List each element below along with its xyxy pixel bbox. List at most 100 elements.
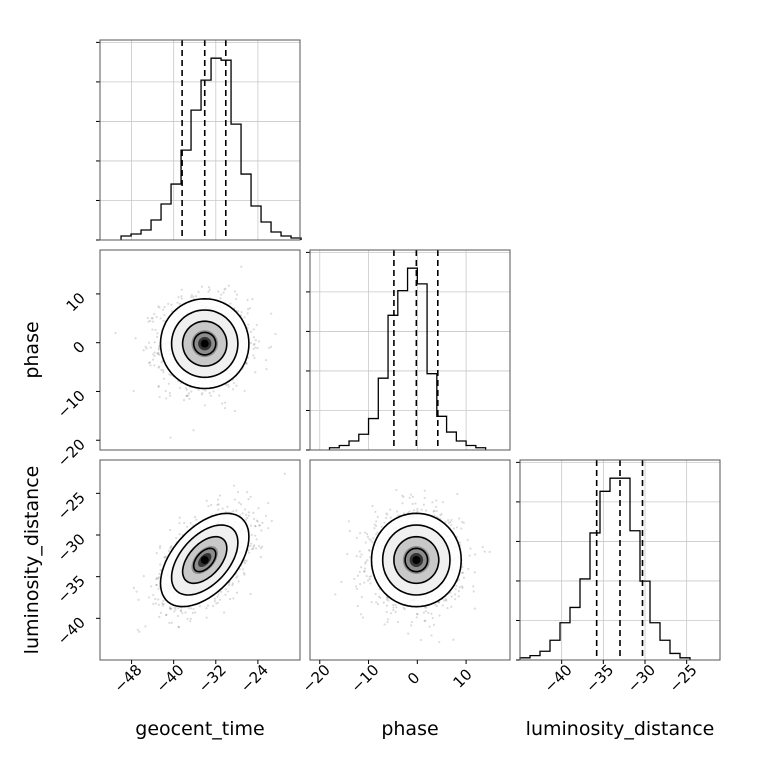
sample-point [148, 362, 151, 365]
sample-point [229, 302, 232, 305]
sample-point [246, 491, 249, 494]
sample-point [274, 332, 277, 336]
sample-point [184, 387, 188, 390]
contour-line [170, 524, 239, 596]
density-peak [200, 556, 209, 564]
contour-line [381, 524, 451, 596]
sample-point [453, 593, 457, 596]
y-tick-label: 10 [63, 289, 89, 315]
contour-line [393, 535, 440, 585]
sample-point [162, 319, 165, 322]
sample-point [222, 291, 225, 294]
sample-point [227, 383, 230, 386]
sample-point [386, 597, 389, 600]
sample-point [365, 574, 368, 578]
sample-point [268, 346, 271, 350]
sample-point [245, 559, 248, 562]
x-axis-label: luminosity_distance [526, 718, 715, 740]
sample-point [226, 505, 229, 508]
sample-point [462, 576, 465, 579]
sample-point [431, 501, 434, 504]
sample-point [457, 589, 461, 593]
sample-point [145, 347, 148, 350]
sample-point [431, 616, 434, 620]
sample-point [155, 315, 158, 319]
sample-point [158, 572, 161, 575]
sample-point [283, 472, 286, 475]
sample-point [366, 535, 370, 538]
y-tick-label: −40 [54, 613, 89, 648]
sample-point [372, 537, 375, 540]
sample-point [386, 513, 389, 516]
sample-point [450, 605, 453, 608]
sample-point [433, 514, 436, 517]
sample-point [198, 605, 202, 608]
panel-content [132, 472, 286, 633]
sample-point [353, 577, 356, 581]
sample-point [358, 550, 361, 553]
sample-point [259, 547, 262, 550]
sample-point [443, 599, 446, 602]
sample-point [355, 585, 358, 588]
sample-point [415, 616, 418, 619]
sample-point [153, 354, 156, 358]
sample-point [258, 524, 261, 527]
sample-point [369, 556, 372, 559]
sample-point [161, 308, 165, 311]
sample-point [146, 317, 149, 320]
histogram-step [120, 57, 302, 240]
sample-point [227, 583, 231, 586]
sample-point [176, 301, 179, 304]
sample-point [427, 611, 430, 614]
sample-point [374, 592, 377, 596]
sample-point [359, 583, 362, 586]
sample-point [204, 389, 207, 392]
sample-point [170, 621, 173, 624]
sample-point [244, 508, 247, 511]
sample-point [444, 520, 447, 523]
panel-frame [99, 39, 301, 241]
sample-point [452, 527, 455, 530]
sample-point [138, 630, 141, 633]
sample-point [397, 514, 400, 517]
sample-point [220, 293, 223, 296]
sample-point [174, 608, 177, 611]
density-peak [412, 556, 421, 564]
sample-point [472, 585, 475, 588]
sample-point [250, 533, 253, 537]
sample-point [185, 525, 189, 528]
sample-point [227, 385, 230, 388]
sample-point [455, 526, 458, 529]
sample-point [258, 524, 262, 527]
sample-point [227, 284, 230, 287]
sample-point [368, 537, 371, 541]
sample-point [192, 295, 195, 298]
sample-point [246, 312, 249, 315]
y-axis-label: phase [21, 321, 43, 378]
sample-point [236, 491, 240, 494]
sample-point [187, 392, 191, 395]
sample-point [221, 507, 224, 510]
sample-point [360, 566, 363, 569]
sample-point [205, 607, 208, 610]
sample-point [368, 549, 371, 552]
y-tick-label: −10 [54, 387, 89, 422]
sample-point [228, 597, 232, 601]
sample-point [237, 501, 241, 504]
sample-point [252, 336, 256, 339]
sample-point [430, 612, 433, 615]
sample-point [154, 597, 157, 601]
sample-point [224, 287, 227, 290]
sample-point [155, 552, 158, 555]
sample-point [155, 578, 158, 581]
sample-point [200, 285, 204, 288]
sample-point [364, 560, 367, 563]
sample-point [458, 541, 462, 544]
sample-point [158, 353, 161, 357]
sample-point [192, 607, 195, 611]
sample-point [432, 623, 436, 626]
sample-point [254, 371, 257, 374]
sample-point [419, 638, 423, 642]
sample-point [425, 509, 428, 512]
sample-point [424, 619, 427, 622]
